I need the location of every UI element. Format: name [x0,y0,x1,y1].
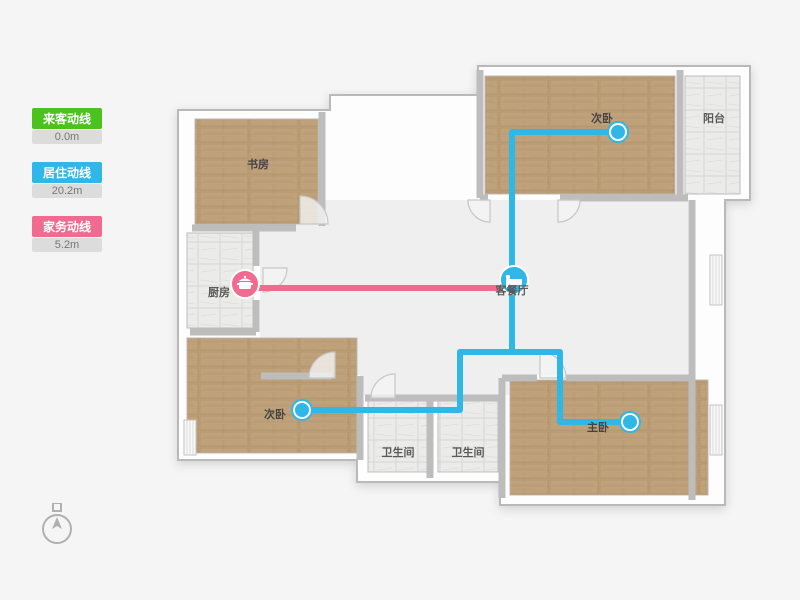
room-balcony [685,76,740,194]
room-label-bath2: 卫生间 [452,444,485,460]
kitchen-icon [231,270,259,298]
floorplan-svg [0,0,800,600]
room-label-balcony: 阳台 [703,110,725,126]
room-label-bedroom2a: 次卧 [591,110,613,126]
room-label-living: 客餐厅 [496,282,529,298]
room-label-bedroom2b: 次卧 [264,406,286,422]
room-label-bath1: 卫生间 [382,444,415,460]
flow-node-inner [295,403,309,417]
flow-node-inner [623,415,637,429]
room-label-master: 主卧 [587,419,609,435]
room-label-study: 书房 [247,156,269,172]
room-label-kitchen: 厨房 [208,284,230,300]
flow-node-inner [611,125,625,139]
floorplan-container: 来客动线 0.0m 居住动线 20.2m 家务动线 5.2m [0,0,800,600]
